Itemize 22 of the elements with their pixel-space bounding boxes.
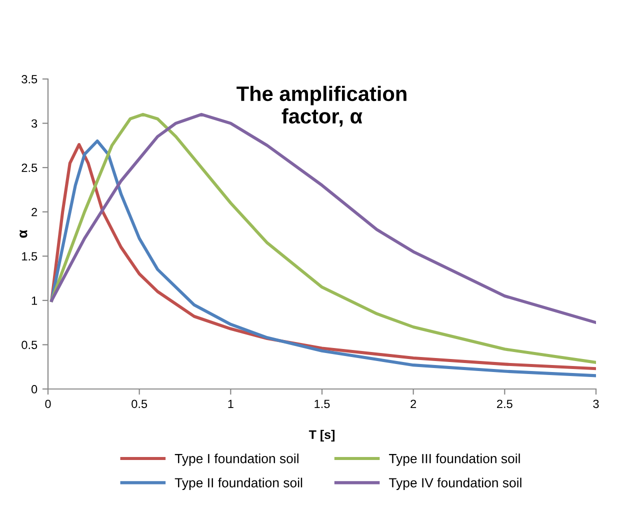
x-axis-title: T [s] [308, 430, 334, 442]
text: The amplification factor, α [236, 86, 406, 127]
x-tick-label: 3 [593, 400, 599, 408]
legend-label: Type II foundation soil [174, 478, 302, 490]
y-tick-label: 3 [31, 119, 38, 128]
x-tick-label: 2 [410, 400, 416, 408]
y-tick-label: 1 [32, 296, 38, 305]
x-tick-label: 2.5 [497, 400, 512, 408]
legend-label: Type IV foundation soil [389, 478, 522, 490]
legend-label: Type III foundation soil [389, 454, 520, 466]
x-tick-label: 1.5 [314, 400, 330, 408]
y-tick-label: 1.5 [22, 252, 38, 261]
y-tick-label: 2.5 [22, 164, 38, 172]
y-tick-label: 0.5 [22, 340, 38, 350]
y-tick-label: 3.5 [22, 75, 38, 84]
y-tick-label: 2 [32, 208, 37, 216]
y-tick-label: 0 [31, 385, 38, 394]
x-tick-label: 0 [45, 400, 51, 408]
x-tick-label: 0.5 [132, 400, 148, 408]
x-tick-label: 1 [228, 400, 234, 408]
legend-label: Type I foundation soil [174, 454, 298, 466]
y-axis-title: α [20, 230, 28, 238]
